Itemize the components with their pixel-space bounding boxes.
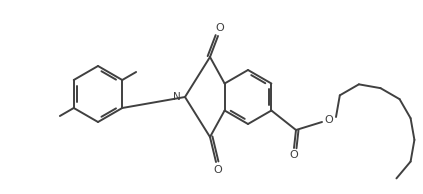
Text: O: O bbox=[324, 115, 333, 125]
Text: N: N bbox=[173, 92, 181, 102]
Text: O: O bbox=[216, 23, 224, 33]
Text: O: O bbox=[290, 150, 298, 160]
Text: O: O bbox=[214, 165, 222, 175]
